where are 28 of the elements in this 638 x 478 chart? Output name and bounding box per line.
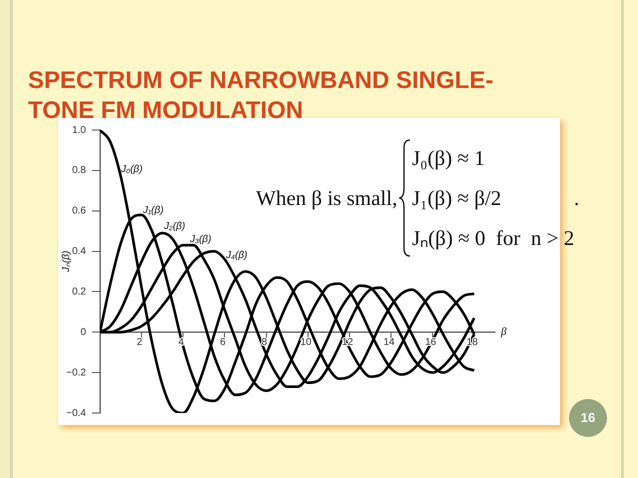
annotation: When β is small, bbox=[256, 186, 398, 210]
annotation: J₂(β) bbox=[164, 221, 186, 232]
x-tick-label: 14 bbox=[383, 336, 396, 348]
y-tick-label: 0.6 bbox=[72, 206, 86, 217]
y-tick-label: −0.2 bbox=[66, 367, 86, 378]
annotation: J₄(β) bbox=[226, 250, 248, 261]
y-tick-label: 0.2 bbox=[72, 286, 86, 298]
y-tick-label: −0.4 bbox=[66, 408, 86, 419]
chart-title: SPECTRUM OF NARROWBAND SINGLE-TONE FM MODULATION bbox=[28, 66, 494, 126]
annotation: J₁(β) ≈ β/2 bbox=[412, 186, 502, 210]
x-tick-label: 8 bbox=[262, 336, 268, 348]
x-tick-label: 10 bbox=[300, 336, 312, 348]
annotation: J₀(β) bbox=[121, 164, 143, 175]
x-tick-label: 6 bbox=[220, 336, 226, 348]
y-tick-label: 0.8 bbox=[72, 165, 86, 176]
y-tick-label: 1.0 bbox=[72, 124, 86, 136]
text: 16 bbox=[569, 399, 607, 437]
y-tick-label: 0.4 bbox=[72, 246, 86, 258]
annotation: Jₙ(β) ≈ 0 for n > 2 bbox=[412, 226, 574, 250]
annotation: J₃(β) bbox=[190, 234, 212, 245]
y-axis-title: Jₙ(β) bbox=[60, 250, 72, 274]
x-tick-label: 2 bbox=[136, 336, 143, 348]
annotation: J₀(β) ≈ 1 bbox=[412, 146, 485, 170]
annotation: J₁(β) bbox=[143, 205, 164, 216]
y-tick-label: 0 bbox=[80, 326, 86, 338]
x-axis-title: β bbox=[500, 326, 507, 338]
text: . bbox=[574, 186, 580, 210]
x-tick-label: 4 bbox=[178, 336, 184, 348]
